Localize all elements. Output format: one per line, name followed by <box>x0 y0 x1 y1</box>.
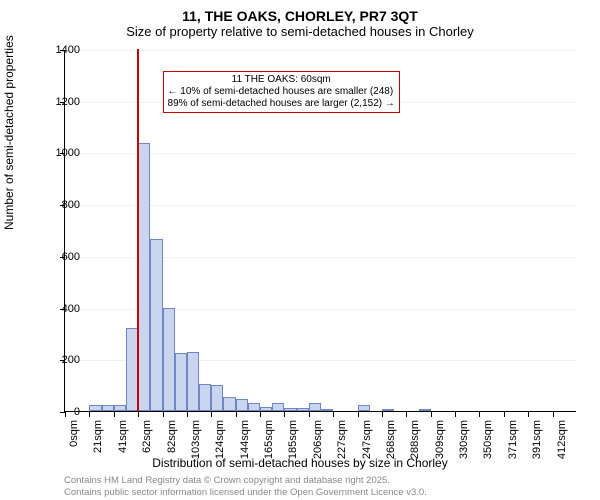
y-tick-label: 1400 <box>30 44 80 56</box>
annotation-line3: 89% of semi-detached houses are larger (… <box>168 98 395 110</box>
x-tick-label: 371sqm <box>507 420 519 459</box>
x-tick-label: 391sqm <box>531 420 543 459</box>
histogram-bar <box>272 403 284 411</box>
x-tick-label: 185sqm <box>287 420 299 459</box>
x-tick-label: 330sqm <box>458 420 470 459</box>
x-tick-label: 412sqm <box>556 420 568 459</box>
histogram-bar <box>138 143 150 411</box>
x-tick-label: 309sqm <box>434 420 446 459</box>
chart-canvas: 11, THE OAKS, CHORLEY, PR7 3QT Size of p… <box>0 0 600 500</box>
histogram-bar <box>223 397 235 411</box>
y-tick-label: 1000 <box>30 147 80 159</box>
histogram-bar <box>199 384 211 411</box>
y-tick-label: 400 <box>30 303 80 315</box>
histogram-bar <box>89 405 101 411</box>
y-axis-label: Number of semi-detached properties <box>2 35 16 230</box>
y-tick-label: 600 <box>30 251 80 263</box>
y-tick-label: 0 <box>30 406 80 418</box>
histogram-bar <box>211 385 223 411</box>
x-tick-label: 268sqm <box>385 420 397 459</box>
subject-marker-line <box>137 49 139 411</box>
y-tick-label: 800 <box>30 199 80 211</box>
annotation-callout: 11 THE OAKS: 60sqm← 10% of semi-detached… <box>163 71 400 113</box>
chart-title-main: 11, THE OAKS, CHORLEY, PR7 3QT <box>0 0 600 24</box>
x-tick-label: 227sqm <box>336 420 348 459</box>
x-tick-label: 41sqm <box>117 420 129 453</box>
histogram-bar <box>175 353 187 411</box>
histogram-bar <box>150 239 162 411</box>
histogram-bar <box>187 352 199 411</box>
footer-attribution: Contains HM Land Registry data © Crown c… <box>64 475 427 498</box>
x-tick-label: 124sqm <box>214 420 226 459</box>
footer-line1: Contains HM Land Registry data © Crown c… <box>64 475 427 486</box>
histogram-bar <box>260 407 272 411</box>
plot-area: 11 THE OAKS: 60sqm← 10% of semi-detached… <box>64 50 576 412</box>
x-tick-label: 103sqm <box>190 420 202 459</box>
x-tick-label: 165sqm <box>263 420 275 459</box>
histogram-bar <box>297 408 309 411</box>
annotation-line2: ← 10% of semi-detached houses are smalle… <box>168 86 395 98</box>
x-tick-label: 144sqm <box>239 420 251 459</box>
histogram-bar <box>321 409 333 411</box>
x-tick-label: 247sqm <box>361 420 373 459</box>
x-tick-label: 21sqm <box>92 420 104 453</box>
histogram-bar <box>309 403 321 411</box>
histogram-bar <box>236 399 248 411</box>
histogram-bar <box>114 405 126 411</box>
x-tick-label: 350sqm <box>482 420 494 459</box>
footer-line2: Contains public sector information licen… <box>64 487 427 498</box>
histogram-bar <box>358 405 370 411</box>
chart-title-sub: Size of property relative to semi-detach… <box>0 24 600 45</box>
histogram-bar <box>419 409 431 411</box>
histogram-bar <box>284 408 296 411</box>
y-tick-label: 200 <box>30 354 80 366</box>
y-tick-label: 1200 <box>30 96 80 108</box>
x-tick-label: 288sqm <box>409 420 421 459</box>
annotation-line1: 11 THE OAKS: 60sqm <box>168 74 395 86</box>
histogram-bar <box>163 308 175 411</box>
x-tick-label: 82sqm <box>166 420 178 453</box>
x-tick-label: 62sqm <box>141 420 153 453</box>
histogram-bar <box>248 403 260 411</box>
histogram-bar <box>102 405 114 411</box>
histogram-bar <box>382 409 394 411</box>
x-tick-label: 206sqm <box>312 420 324 459</box>
x-tick-label: 0sqm <box>68 420 80 447</box>
